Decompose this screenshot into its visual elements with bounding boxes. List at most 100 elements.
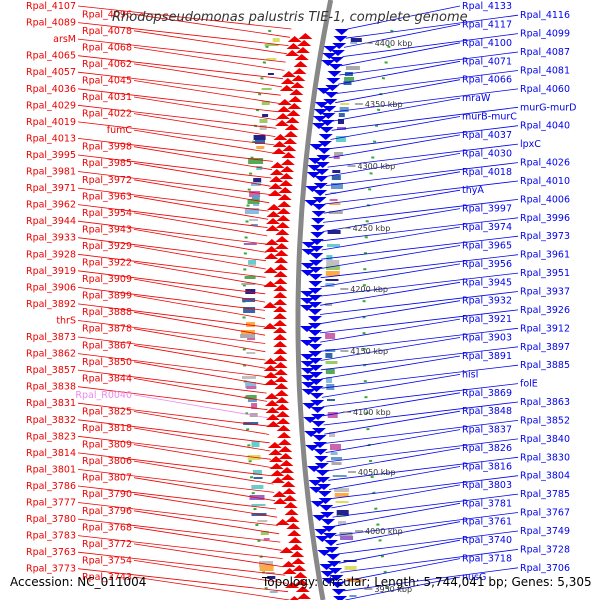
plus-strand-gene-arrow <box>265 414 280 420</box>
plus-strand-gene-arrow <box>274 376 289 382</box>
gene-label: Rpal_3869 <box>462 388 512 399</box>
feature-block <box>339 107 349 112</box>
plus-strand-gene-arrow <box>278 180 293 186</box>
gene-label: Rpal_3926 <box>520 305 570 316</box>
minus-strand-gene-arrow <box>308 158 323 164</box>
label-connectors <box>77 5 519 600</box>
gene-label: Rpal_3928 <box>26 249 76 260</box>
gene-label: Rpal_3830 <box>520 452 570 463</box>
feature-block <box>264 44 279 46</box>
label-leader-line <box>332 493 519 518</box>
gene-label: Rpal_4040 <box>520 121 570 132</box>
minus-strand-gene-arrow <box>308 316 323 322</box>
gene-label: Rpal_3937 <box>520 287 570 298</box>
label-leader-line <box>77 154 272 179</box>
label-leader-line <box>336 521 461 546</box>
gene-label: Rpal_3956 <box>462 259 512 270</box>
gene-label: Rpal_4116 <box>520 10 570 21</box>
minus-strand-gene-arrow <box>306 172 321 178</box>
label-leader-line <box>325 429 461 453</box>
feature-block <box>256 146 265 149</box>
gene-label: Rpal_3891 <box>462 351 512 362</box>
feature-block <box>244 208 259 214</box>
gene-label: Rpal_3852 <box>520 415 570 426</box>
label-leader-line <box>133 378 268 402</box>
minus-strand-gene-arrow <box>326 78 341 84</box>
label-leader-line <box>77 38 286 63</box>
label-leader-line <box>133 212 268 237</box>
minus-strand-gene-arrow <box>301 382 316 388</box>
gene-label: Rpal_3998 <box>82 142 132 153</box>
feature-block <box>251 441 260 447</box>
label-leader-line <box>77 336 266 361</box>
gene-label: Rpal_4018 <box>462 167 512 178</box>
plus-strand-gene-arrow <box>278 446 293 452</box>
kbp-label: 4200 kbp <box>350 285 388 294</box>
label-leader-line <box>133 493 278 518</box>
minus-strand-gene-arrow <box>329 575 344 581</box>
feature-block <box>246 352 256 354</box>
label-leader-line <box>333 502 461 527</box>
feature-block <box>326 244 340 247</box>
feature-block <box>262 114 269 117</box>
tick-ring <box>242 29 272 600</box>
gene-label: Rpal_3951 <box>520 268 570 279</box>
plus-strand-gene-arrow <box>274 383 289 389</box>
plus-strand-gene-arrow <box>271 148 286 154</box>
plus-strand-gene-arrow <box>283 131 298 137</box>
minus-strand-gene-arrow <box>309 253 324 259</box>
gene-label: Rpal_3749 <box>520 526 570 537</box>
gene-label: Rpal_3754 <box>82 555 132 566</box>
label-leader-line <box>342 558 461 582</box>
feature-block <box>325 266 340 270</box>
feature-block <box>247 338 256 340</box>
minus-strand-gene-arrow <box>300 361 315 367</box>
gene-label: Rpal_3954 <box>82 208 132 219</box>
gene-label: Rpal_3867 <box>82 340 132 351</box>
gene-label: Rpal_3768 <box>82 522 132 533</box>
feature-block <box>242 376 256 379</box>
label-leader-line <box>323 401 519 426</box>
plus-strand-gene-arrow <box>290 82 305 88</box>
gene-label: Rpal_3837 <box>462 425 512 436</box>
gene-label: Rpal_3804 <box>520 471 570 482</box>
gene-label: Rpal_3844 <box>82 373 132 384</box>
feature-block <box>350 42 358 44</box>
plus-strand-gene-arrow <box>264 239 279 245</box>
gene-label: Rpal_3825 <box>82 407 132 418</box>
plus-strand-gene-arrow <box>269 463 284 469</box>
label-leader-line <box>320 318 461 343</box>
label-leader-line <box>323 199 519 223</box>
feature-block <box>269 591 278 593</box>
minus-strand-gene-arrow <box>300 305 315 311</box>
minus-strand-gene-arrow <box>317 550 332 556</box>
label-leader-line <box>133 394 269 419</box>
plus-strand-gene-arrow <box>283 502 298 508</box>
plus-strand-gene-arrow <box>292 565 307 571</box>
minus-strand-gene-arrow <box>310 501 325 507</box>
plus-strand-gene-arrow <box>284 124 299 130</box>
gene-label: Rpal_R0040 <box>75 390 132 401</box>
plus-strand-gene-arrow <box>273 320 288 326</box>
feature-block <box>331 457 342 460</box>
label-leader-line <box>77 220 267 245</box>
plus-strand-gene-arrow <box>288 96 303 102</box>
gene-label: Rpal_4071 <box>462 56 512 67</box>
plus-strand-gene-arrow <box>289 596 300 600</box>
label-leader-line <box>321 235 519 260</box>
label-leader-line <box>77 121 275 146</box>
minus-strand-gene-arrow <box>308 323 323 329</box>
label-leader-line <box>133 262 266 286</box>
label-leader-line <box>329 466 461 490</box>
feature-block <box>267 73 274 75</box>
gene-label: Rpal_3743 <box>82 572 132 583</box>
minus-strand-gene-arrow <box>323 540 338 546</box>
kbp-label: 4150 kbp <box>350 347 388 356</box>
plus-strand-gene-arrow <box>273 299 288 305</box>
plus-strand-gene-arrow <box>273 369 288 375</box>
minus-strand-gene-arrow <box>312 197 327 203</box>
gene-label: Rpal_3823 <box>26 431 76 442</box>
gene-label: Rpal_3767 <box>520 508 570 519</box>
gene-label: Rpal_3943 <box>82 224 132 235</box>
label-leader-line <box>77 320 266 344</box>
